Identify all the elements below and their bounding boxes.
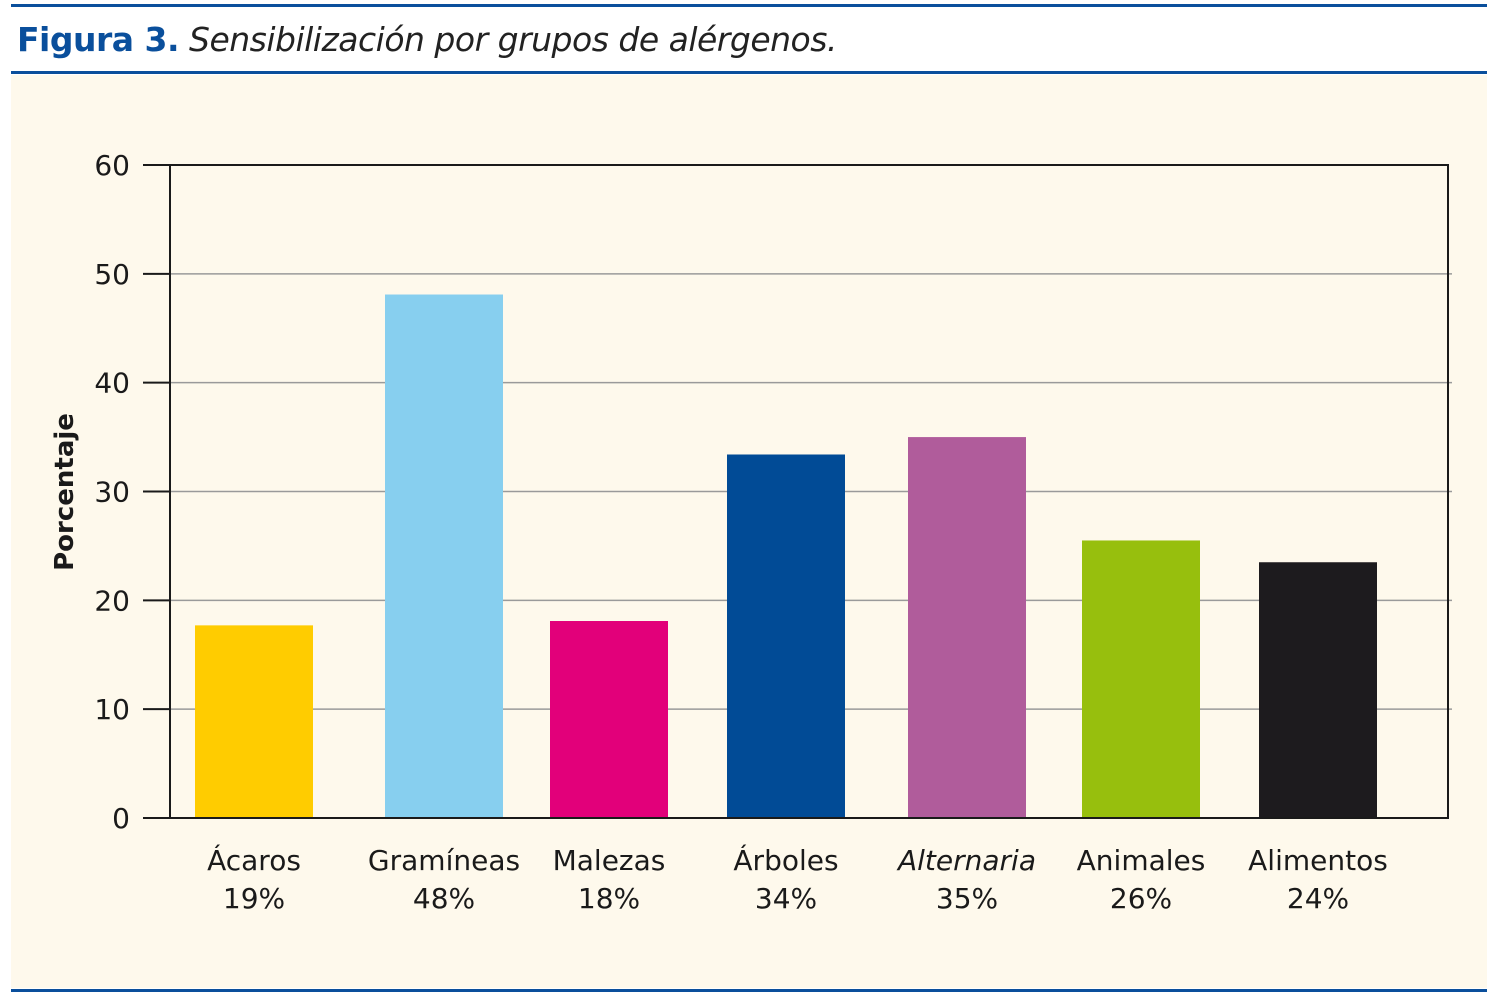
- percent-label: 19%: [223, 882, 285, 915]
- bar-alimentos: [1259, 562, 1377, 818]
- y-tick-label: 50: [94, 258, 130, 291]
- y-axis-label: Porcentaje: [50, 413, 80, 571]
- percent-label: 35%: [936, 882, 998, 915]
- category-label: Ácaros: [207, 843, 301, 877]
- y-tick-label: 20: [94, 584, 130, 617]
- figure-label: Figura 3.: [17, 20, 180, 59]
- bar-ácaros: [195, 625, 313, 818]
- y-tick-label: 30: [94, 476, 130, 509]
- percent-label: 34%: [755, 882, 817, 915]
- percent-label: 18%: [578, 882, 640, 915]
- category-label: Malezas: [553, 844, 666, 877]
- percent-label: 48%: [413, 882, 475, 915]
- category-label: Alternaria: [896, 844, 1036, 877]
- plot-frame: [169, 164, 1449, 819]
- title-rule: [11, 71, 1487, 74]
- figure-title: Figura 3. Sensibilización por grupos de …: [17, 20, 837, 59]
- bar-animales: [1082, 540, 1200, 818]
- percent-label: 24%: [1287, 882, 1349, 915]
- y-tick-label: 40: [94, 367, 130, 400]
- y-tick-label: 0: [112, 802, 130, 835]
- category-label: Alimentos: [1248, 844, 1388, 877]
- y-tick-label: 10: [94, 693, 130, 726]
- y-tick-label: 60: [94, 149, 130, 182]
- bar-gramíneas: [385, 294, 503, 818]
- category-label: Gramíneas: [368, 844, 520, 877]
- top-rule: [11, 4, 1487, 7]
- bar-alternaria: [908, 437, 1026, 818]
- category-label: Árboles: [733, 843, 838, 877]
- figure-caption: Sensibilización por grupos de alérgenos.: [189, 20, 837, 59]
- bar-malezas: [550, 621, 668, 818]
- bottom-rule: [11, 989, 1487, 992]
- category-label: Animales: [1077, 844, 1206, 877]
- bar-árboles: [727, 454, 845, 818]
- percent-label: 26%: [1110, 882, 1172, 915]
